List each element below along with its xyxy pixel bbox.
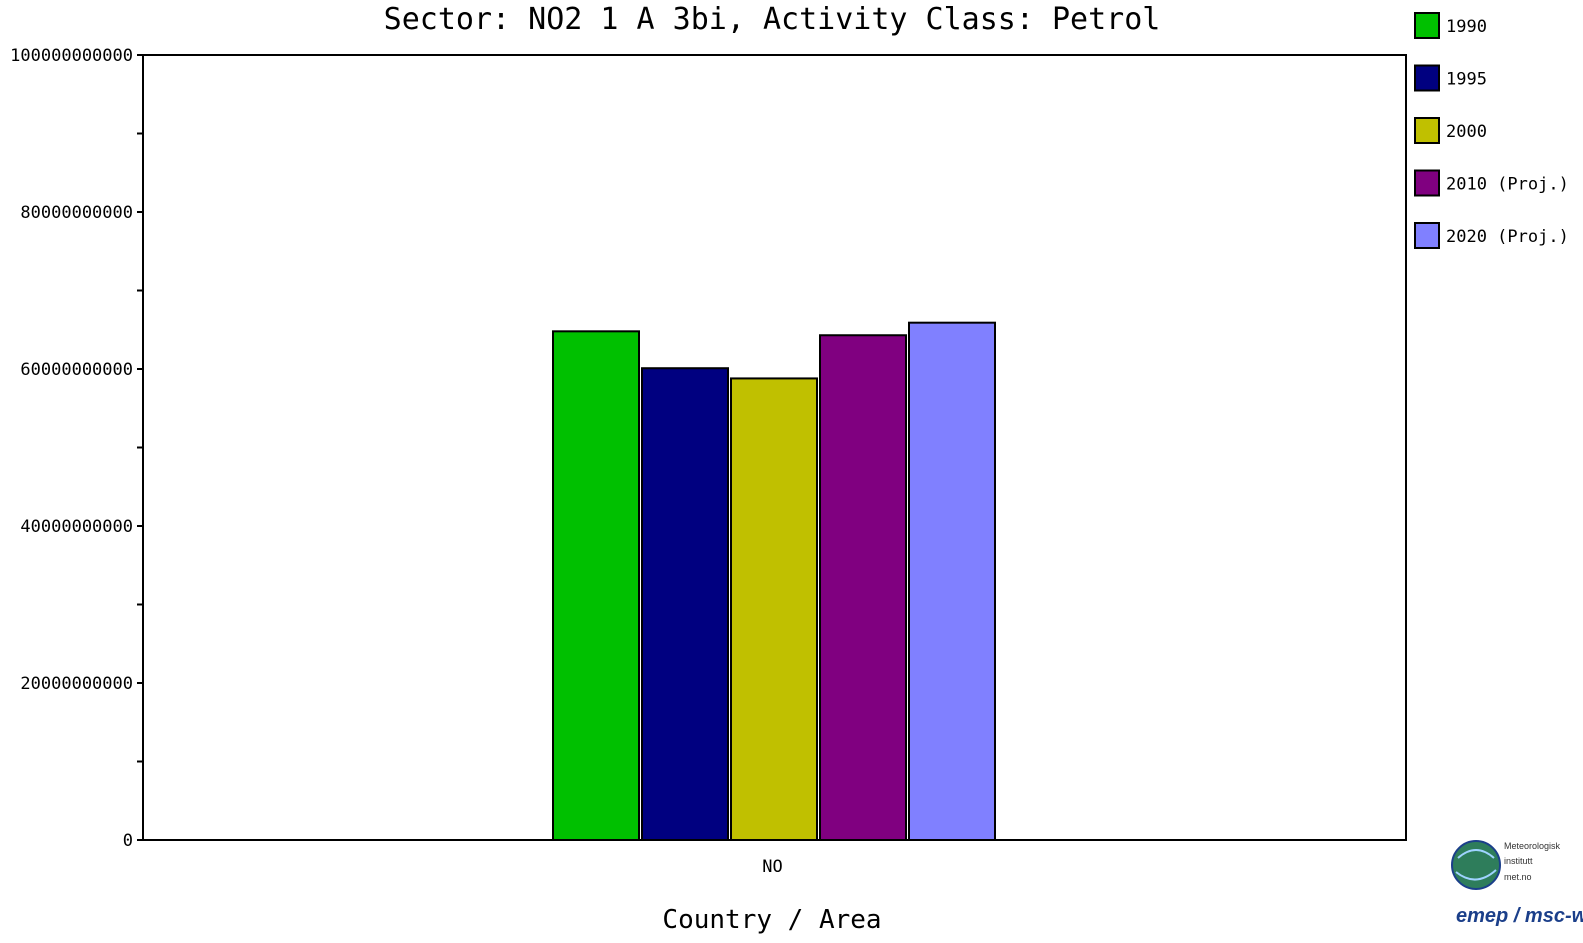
logo-brand: emep / msc-w xyxy=(1456,905,1583,927)
x-tick-label: NO xyxy=(762,857,782,877)
y-tick-label: 80000000000 xyxy=(20,203,133,223)
legend-label: 2000 xyxy=(1446,122,1487,142)
y-tick-label: 100000000000 xyxy=(10,46,133,66)
bar-group xyxy=(552,321,996,841)
bar-2020 xyxy=(908,321,996,841)
x-axis-title: Country / Area xyxy=(662,905,881,935)
legend-label: 2010 (Proj.) xyxy=(1446,175,1569,195)
y-tick-label: 0 xyxy=(123,831,133,851)
bar-2000 xyxy=(730,377,818,841)
legend: 1990 1995 2000 2010 (Proj.) 2020 (Proj.) xyxy=(1414,12,1569,249)
legend-label: 1990 xyxy=(1446,17,1487,37)
met-logo: Meteorologisk institutt met.no emep / ms… xyxy=(1451,840,1583,927)
y-tick-label: 40000000000 xyxy=(20,517,133,537)
legend-label: 1995 xyxy=(1446,70,1487,90)
globe-swirl-icon xyxy=(1455,849,1497,881)
legend-swatch xyxy=(1414,222,1440,249)
bar-1990 xyxy=(552,330,640,841)
legend-swatch xyxy=(1414,169,1440,197)
globe-icon xyxy=(1451,840,1501,890)
bar-1995 xyxy=(641,367,729,841)
bar-2010 xyxy=(819,334,907,841)
legend-swatch xyxy=(1414,117,1440,144)
x-axis: NO xyxy=(762,857,782,877)
legend-swatch xyxy=(1414,64,1440,92)
y-tick-label: 60000000000 xyxy=(20,360,133,380)
chart-title: Sector: NO2 1 A 3bi, Activity Class: Pet… xyxy=(384,2,1161,37)
y-tick-label: 20000000000 xyxy=(20,674,133,694)
y-axis: 0 20000000000 40000000000 60000000000 800000… xyxy=(10,46,143,851)
legend-label: 2020 (Proj.) xyxy=(1446,227,1569,247)
logo-line-3: met.no xyxy=(1504,872,1532,882)
logo-line-1: Meteorologisk xyxy=(1504,841,1561,851)
legend-swatch xyxy=(1414,12,1440,39)
logo-line-2: institutt xyxy=(1504,856,1533,866)
